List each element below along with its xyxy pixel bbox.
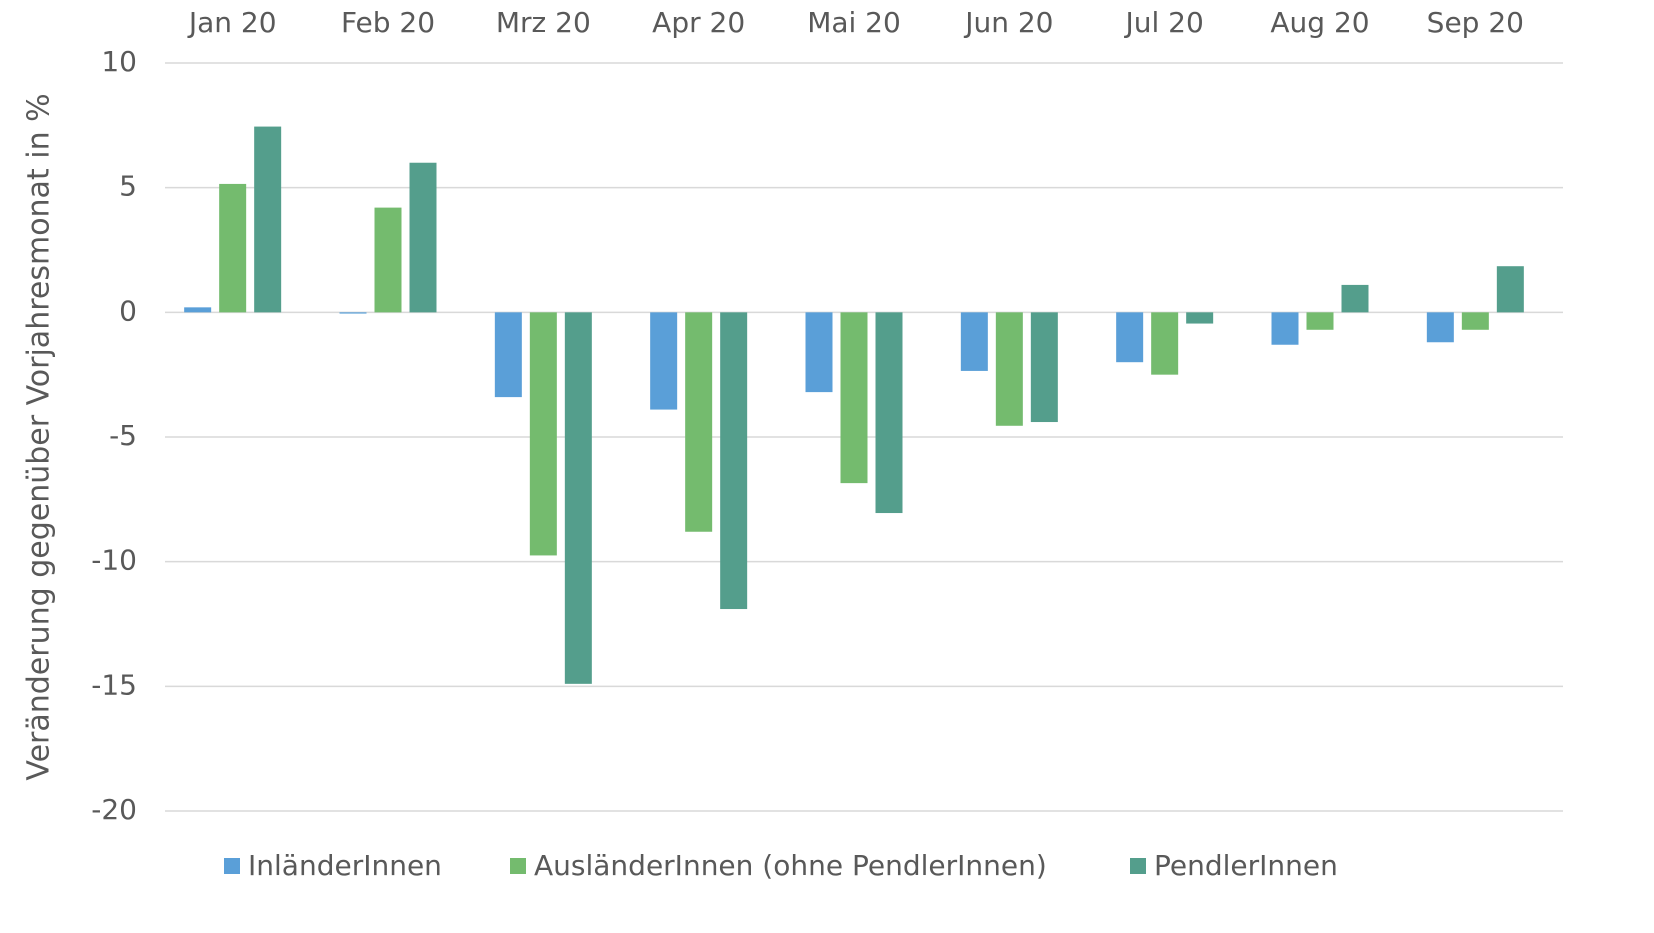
- bar: [184, 307, 212, 313]
- bar: [1426, 312, 1454, 343]
- bar: [685, 312, 713, 532]
- bar: [1030, 312, 1058, 423]
- y-tick-label: -5: [109, 419, 137, 452]
- bar: [840, 312, 868, 484]
- bar: [529, 312, 557, 556]
- legend-label: PendlerInnen: [1154, 849, 1338, 882]
- bar: [1461, 312, 1489, 330]
- y-tick-label: 0: [119, 294, 137, 327]
- legend-swatch: [224, 858, 240, 874]
- x-tick-label: Aug 20: [1270, 6, 1369, 39]
- bar: [339, 312, 367, 314]
- bar: [409, 162, 437, 313]
- x-tick-label: Sep 20: [1427, 6, 1524, 39]
- bar: [1496, 266, 1524, 313]
- y-axis-title: Veränderung gegenüber Vorjahresmonat in …: [22, 93, 57, 780]
- bar: [805, 312, 833, 393]
- bar: [254, 126, 282, 313]
- bar: [650, 312, 678, 410]
- bar: [1271, 312, 1299, 345]
- bar: [875, 312, 903, 514]
- legend-swatch: [1130, 858, 1146, 874]
- x-tick-label: Mrz 20: [496, 6, 591, 39]
- y-tick-label: -10: [91, 544, 137, 577]
- x-tick-label: Apr 20: [652, 6, 745, 39]
- bar: [1151, 312, 1179, 375]
- legend-swatch: [510, 858, 526, 874]
- x-tick-label: Jun 20: [963, 6, 1053, 39]
- y-tick-label: -20: [91, 793, 137, 826]
- x-tick-label: Jul 20: [1124, 6, 1204, 39]
- x-tick-label: Mai 20: [807, 6, 901, 39]
- bar: [720, 312, 748, 610]
- bar: [1341, 284, 1369, 313]
- y-tick-label: 5: [119, 170, 137, 203]
- legend-label: AusländerInnen (ohne PendlerInnen): [534, 849, 1047, 882]
- bar: [995, 312, 1023, 426]
- x-tick-label: Feb 20: [341, 6, 435, 39]
- bar: [564, 312, 592, 684]
- y-tick-label: 10: [101, 45, 137, 78]
- bar: [1306, 312, 1334, 330]
- legend-label: InländerInnen: [248, 849, 442, 882]
- bar: [1186, 312, 1214, 324]
- bar: [494, 312, 522, 398]
- y-tick-label: -15: [91, 668, 137, 701]
- bar: [219, 183, 247, 313]
- x-tick-label: Jan 20: [187, 6, 277, 39]
- bar: [1116, 312, 1144, 363]
- bar: [960, 312, 988, 371]
- bar: [374, 207, 402, 313]
